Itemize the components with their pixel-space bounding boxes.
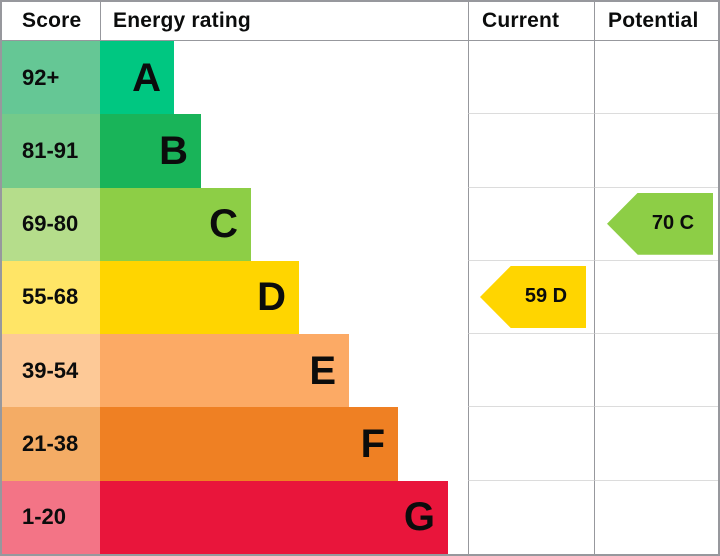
header-current: Current: [468, 2, 594, 40]
rating-row-c: 69-80 C 70 C: [2, 187, 718, 261]
table-header: Score Energy rating Current Potential: [2, 2, 718, 41]
rating-bar-a: A: [100, 41, 174, 115]
rating-row-d: 55-68 D 59 D: [2, 260, 718, 335]
rating-bar-f: F: [100, 407, 398, 481]
rating-bar-area-c: C: [100, 187, 468, 261]
rating-row-f: 21-38 F: [2, 407, 718, 481]
current-cell-d: 59 D: [468, 260, 594, 335]
current-rating-arrow: 59 D: [480, 265, 586, 328]
header-score: Score: [22, 9, 82, 32]
rating-bar-area-a: A: [100, 41, 468, 115]
potential-cell-b: [594, 114, 718, 188]
rating-row-e: 39-54 E: [2, 334, 718, 408]
score-range-b: 81-91: [2, 114, 100, 188]
rating-letter-e: E: [309, 348, 336, 393]
score-range-d: 55-68: [2, 260, 100, 335]
current-cell-c: [468, 187, 594, 261]
rating-bar-c: C: [100, 187, 251, 261]
current-cell-f: [468, 407, 594, 481]
current-cell-e: [468, 334, 594, 408]
rating-bar-area-g: G: [100, 480, 468, 554]
score-range-c: 69-80: [2, 187, 100, 261]
score-range-e: 39-54: [2, 334, 100, 408]
rating-letter-c: C: [209, 202, 238, 247]
rating-letter-b: B: [159, 128, 188, 173]
rating-bar-area-f: F: [100, 407, 468, 481]
rating-bar-area-d: D: [100, 260, 468, 335]
score-range-g: 1-20: [2, 480, 100, 554]
potential-cell-d: [594, 260, 718, 335]
rating-bar-area-e: E: [100, 334, 468, 408]
rating-letter-f: F: [360, 422, 385, 467]
rating-bar-b: B: [100, 114, 201, 188]
potential-cell-e: [594, 334, 718, 408]
current-cell-b: [468, 114, 594, 188]
current-cell-g: [468, 480, 594, 554]
score-range-f: 21-38: [2, 407, 100, 481]
rating-letter-d: D: [257, 275, 286, 320]
potential-cell-c: 70 C: [594, 187, 718, 261]
potential-cell-a: [594, 41, 718, 115]
header-energy-rating: Energy rating: [100, 2, 468, 40]
rating-rows: 92+ A 81-91 B 69-80 C 70 C: [2, 41, 718, 554]
rating-row-b: 81-91 B: [2, 114, 718, 188]
rating-row-g: 1-20 G: [2, 480, 718, 554]
rating-bar-g: G: [100, 480, 448, 554]
header-potential: Potential: [594, 2, 718, 40]
rating-letter-g: G: [403, 495, 435, 540]
score-range-a: 92+: [2, 41, 100, 115]
potential-rating-arrow: 70 C: [607, 192, 713, 255]
rating-bar-e: E: [100, 334, 349, 408]
rating-bar-area-b: B: [100, 114, 468, 188]
potential-cell-f: [594, 407, 718, 481]
rating-row-a: 92+ A: [2, 41, 718, 115]
potential-cell-g: [594, 480, 718, 554]
rating-bar-d: D: [100, 260, 299, 335]
current-cell-a: [468, 41, 594, 115]
rating-letter-a: A: [132, 55, 161, 100]
